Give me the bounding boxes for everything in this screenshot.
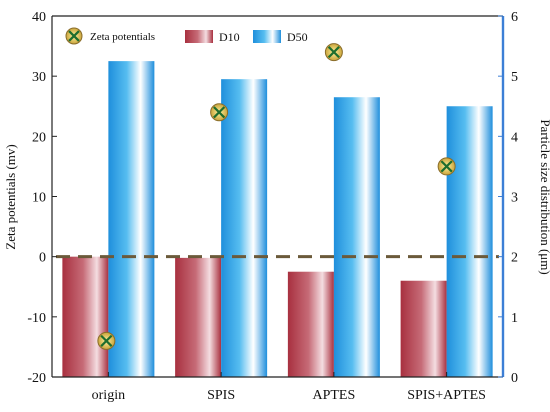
- right-tick-label: 4: [511, 130, 518, 145]
- legend-d10-swatch: [185, 30, 213, 43]
- right-tick-label: 2: [511, 251, 518, 266]
- zeta-point-SPIS: [210, 103, 229, 122]
- zeta-point-SPIS+APTES: [437, 157, 456, 176]
- right-axis-label: Particle size distribution (μm): [538, 119, 550, 274]
- right-tick-label: 5: [511, 70, 518, 85]
- right-tick-label: 3: [511, 191, 518, 206]
- legend-d50-swatch: [253, 30, 281, 43]
- bar-d10-SPIS: [175, 257, 222, 377]
- right-tick-label: 1: [511, 311, 518, 326]
- left-tick-label: 40: [32, 10, 46, 25]
- bar-d10-SPIS+APTES: [400, 280, 447, 377]
- bar-d50-SPIS: [221, 79, 268, 378]
- left-tick-label: 30: [32, 70, 46, 85]
- x-tick-label: APTES: [312, 388, 355, 403]
- x-tick-label: origin: [92, 388, 125, 403]
- bar-d50-origin: [108, 61, 155, 377]
- legend-label-zeta: Zeta potentials: [90, 31, 155, 43]
- left-tick-label: 0: [39, 251, 46, 266]
- x-tick-label: SPIS: [207, 388, 235, 403]
- legend-label-d10: D10: [219, 30, 240, 44]
- bar-d50-SPIS+APTES: [446, 106, 493, 377]
- left-tick-label: 20: [32, 130, 46, 145]
- bar-d10-APTES: [287, 271, 334, 377]
- plot-area: -20 -10 0 10 20 30 40 0 1 2 3 4 5 6 origin SPIS APTES SPI…: [27, 10, 518, 403]
- bar-d10-origin: [62, 256, 109, 377]
- right-tick-label: 6: [511, 10, 518, 25]
- left-tick-label: 10: [32, 191, 46, 206]
- zeta-point-origin: [97, 331, 116, 350]
- left-axis-label: Zeta potentials (mv): [3, 144, 18, 249]
- legend-label-d50: D50: [287, 30, 308, 44]
- right-tick-label: 0: [511, 371, 518, 386]
- bar-d50-APTES: [333, 97, 380, 377]
- zeta-point-APTES: [324, 43, 343, 62]
- x-tick-label: SPIS+APTES: [407, 388, 486, 403]
- left-tick-label: -10: [27, 311, 46, 326]
- legend-zeta-icon: [65, 27, 83, 45]
- left-tick-label: -20: [27, 371, 46, 386]
- legend: Zeta potentials D10 D50: [65, 27, 308, 45]
